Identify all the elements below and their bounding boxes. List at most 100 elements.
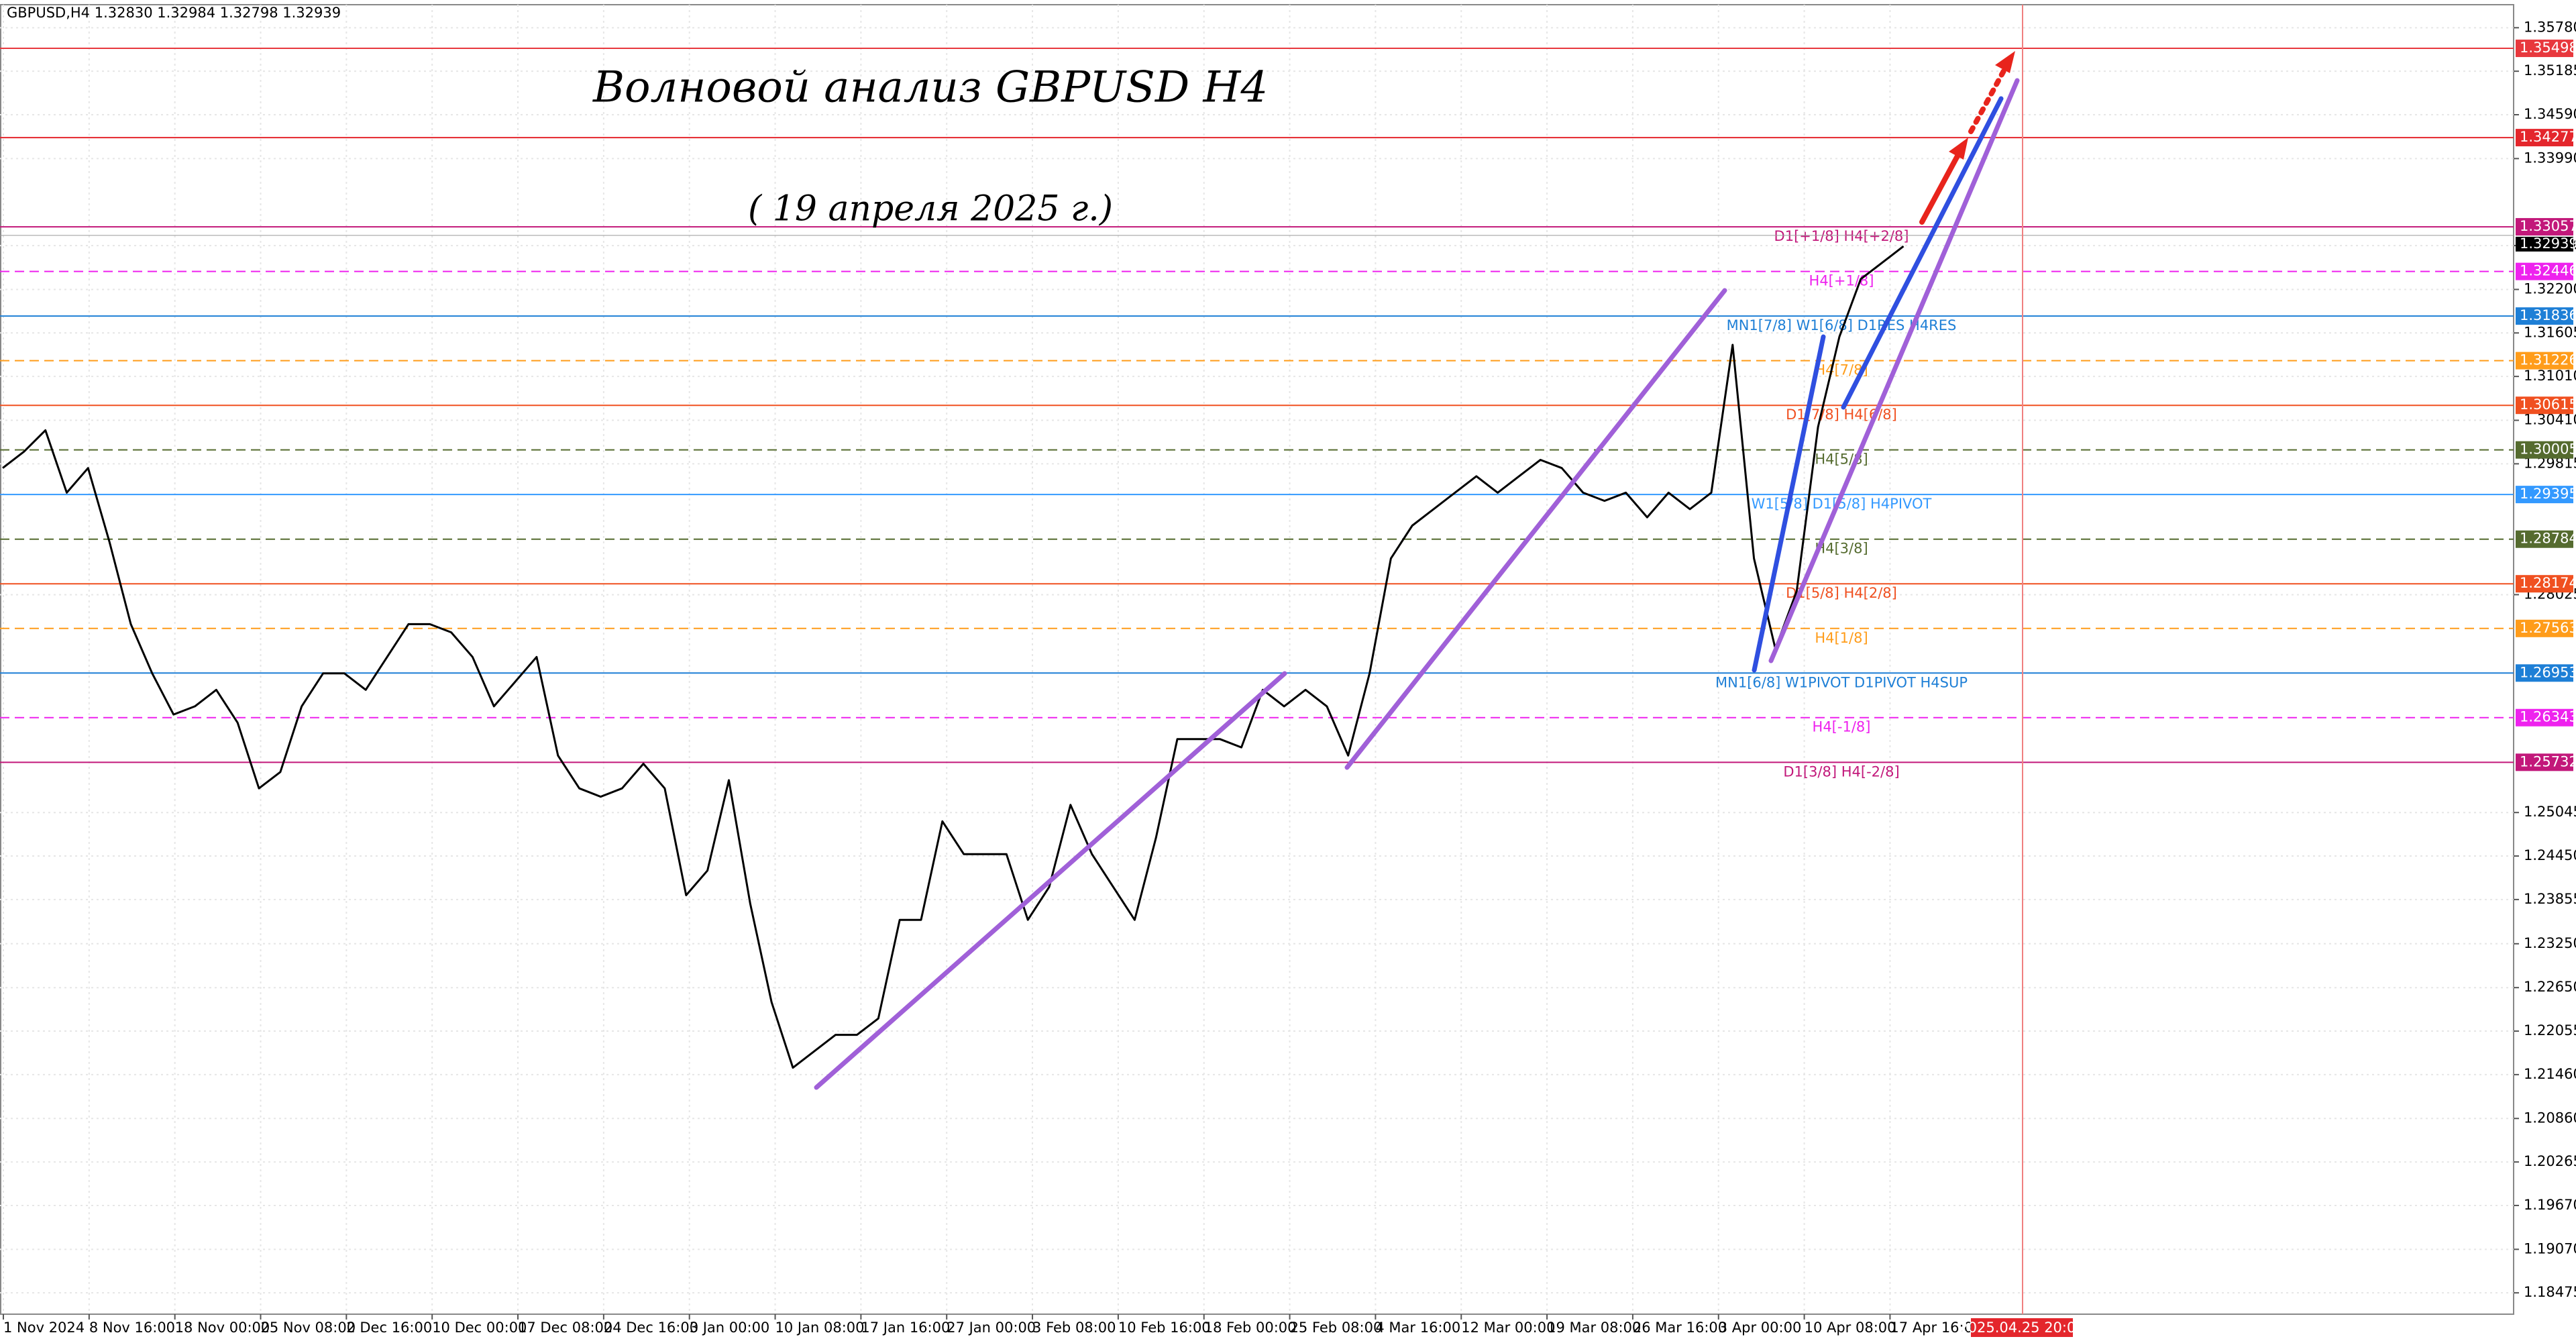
level-price-label: 1.31226: [2520, 352, 2576, 368]
series: [0, 235, 2514, 1069]
level-price-label: 1.27563: [2520, 620, 2576, 636]
y-tick-label: 1.31010: [2524, 368, 2576, 384]
level-price-label: 1.32446: [2520, 263, 2576, 279]
y-tick-label: 1.34590: [2524, 106, 2576, 122]
level-price-box: [2516, 486, 2573, 504]
x-tick-label: 12 Mar 00:00: [1461, 1320, 1555, 1336]
bid-box: [2516, 236, 2573, 252]
wave-markup: [814, 51, 2020, 1090]
bid-label: 1.32939: [2520, 235, 2576, 252]
y-tick-label: 1.23250: [2524, 935, 2576, 951]
trend-line: [1344, 288, 1727, 770]
x-tick-label: 3 Feb 08:00: [1032, 1320, 1116, 1336]
level-price-box: [2516, 40, 2573, 58]
y-tick-label: 1.24450: [2524, 847, 2576, 863]
cursor-time-box: [1971, 1318, 2073, 1337]
chart-title: Волновой анализ GBPUSD H4: [592, 63, 1268, 113]
x-tick-label: 1 Nov 2024: [3, 1320, 85, 1336]
level-text: H4[1/8]: [1815, 630, 1868, 646]
axes: 1.357801.351851.345901.339901.328001.322…: [3, 19, 2576, 1337]
level-price-label: 1.30005: [2520, 441, 2576, 458]
cursor-time-label: 2025.04.25 20:00: [1959, 1320, 2084, 1336]
x-tick-label: 27 Jan 00:00: [947, 1320, 1036, 1336]
x-tick-label: 17 Dec 08:00: [518, 1320, 612, 1336]
level-price-label: 1.28784: [2520, 531, 2576, 547]
y-tick-label: 1.20860: [2524, 1110, 2576, 1126]
level-price-box: [2516, 619, 2573, 637]
level-price-box: [2516, 530, 2573, 548]
y-tick-label: 1.22650: [2524, 979, 2576, 995]
channel-line: [1752, 334, 1826, 673]
level-price-label: 1.29395: [2520, 486, 2576, 502]
y-tick-label: 1.19070: [2524, 1240, 2576, 1256]
level-price-box: [2516, 396, 2573, 415]
level-price-label: 1.35498: [2520, 40, 2576, 56]
level-price-box: [2516, 575, 2573, 593]
x-tick-label: 8 Nov 16:00: [89, 1320, 175, 1336]
x-tick-label: 10 Jan 08:00: [775, 1320, 865, 1336]
level-price-label: 1.28174: [2520, 575, 2576, 591]
level-text: D1[3/8] H4[-2/8]: [1783, 763, 1899, 780]
x-tick-label: 3 Apr 00:00: [1719, 1320, 1802, 1336]
level-text: D1[+1/8] H4[+2/8]: [1774, 228, 1909, 244]
chart-subtitle: ( 19 апреля 2025 г.): [748, 189, 1113, 229]
level-price-box: [2516, 441, 2573, 459]
x-tick-label: 2 Dec 16:00: [346, 1320, 432, 1336]
level-text: H4[-1/8]: [1813, 719, 1871, 735]
y-tick-label: 1.35780: [2524, 19, 2576, 35]
channel-line: [1768, 78, 2020, 663]
level-price-box: [2516, 664, 2573, 682]
level-price-box: [2516, 129, 2573, 147]
y-tick-label: 1.30410: [2524, 412, 2576, 428]
level-price-label: 1.25732: [2520, 753, 2576, 769]
x-tick-label: 17 Apr 16:00: [1890, 1320, 1982, 1336]
y-tick-label: 1.35185: [2524, 62, 2576, 78]
level-price-label: 1.26953: [2520, 664, 2576, 680]
y-tick-label: 1.25045: [2524, 804, 2576, 820]
y-tick-label: 1.18475: [2524, 1284, 2576, 1300]
level-text: D1[7/8] H4[6/8]: [1786, 407, 1897, 423]
level-price-box: [2516, 262, 2573, 280]
arrow-head: [1995, 51, 2015, 73]
grid: [0, 5, 2514, 1314]
x-tick-label: 25 Feb 08:00: [1290, 1320, 1383, 1336]
x-tick-label: 19 Mar 08:00: [1547, 1320, 1641, 1336]
x-tick-label: 26 Mar 16:00: [1633, 1320, 1727, 1336]
x-tick-label: 18 Nov 00:00: [175, 1320, 270, 1336]
x-tick-label: 10 Dec 00:00: [432, 1320, 527, 1336]
y-tick-label: 1.20265: [2524, 1153, 2576, 1169]
arrow-shaft-dotted: [1968, 64, 2008, 134]
x-tick-label: 3 Jan 00:00: [690, 1320, 770, 1336]
x-tick-label: 25 Nov 08:00: [261, 1320, 356, 1336]
x-tick-label: 10 Apr 08:00: [1805, 1320, 1896, 1336]
level-price-box: [2516, 307, 2573, 325]
y-tick-label: 1.19670: [2524, 1197, 2576, 1213]
level-price-box: [2516, 753, 2573, 771]
plot-frame: [0, 4, 2514, 1315]
level-price-label: 1.34277: [2520, 129, 2576, 145]
arrow-shaft: [1919, 148, 1963, 225]
y-tick-label: 1.32200: [2524, 280, 2576, 297]
y-tick-label: 1.31605: [2524, 324, 2576, 340]
level-price-label: 1.31836: [2520, 307, 2576, 323]
level-text: MN1[6/8] W1PIVOT D1PIVOT H4SUP: [1715, 674, 1968, 690]
level-price-box: [2516, 352, 2573, 370]
x-tick-label: 18 Feb 00:00: [1204, 1320, 1297, 1336]
channel-line: [1841, 96, 2004, 410]
level-price-label: 1.26343: [2520, 709, 2576, 725]
y-tick-label: 1.33990: [2524, 150, 2576, 166]
x-tick-label: 17 Jan 16:00: [861, 1320, 950, 1336]
level-text: H4[3/8]: [1815, 541, 1868, 557]
y-tick-label: 1.21460: [2524, 1066, 2576, 1082]
y-tick-label: 1.22055: [2524, 1022, 2576, 1038]
x-tick-label: 10 Feb 16:00: [1118, 1320, 1211, 1336]
x-tick-label: 24 Dec 16:00: [604, 1320, 698, 1336]
y-tick-label: 1.23855: [2524, 891, 2576, 907]
x-tick-label: 4 Mar 16:00: [1375, 1320, 1460, 1336]
price-line: [2, 245, 1904, 1069]
header: GBPUSD,H4 1.32830 1.32984 1.32798 1.3293…: [7, 5, 341, 21]
level-price-box: [2516, 218, 2573, 236]
